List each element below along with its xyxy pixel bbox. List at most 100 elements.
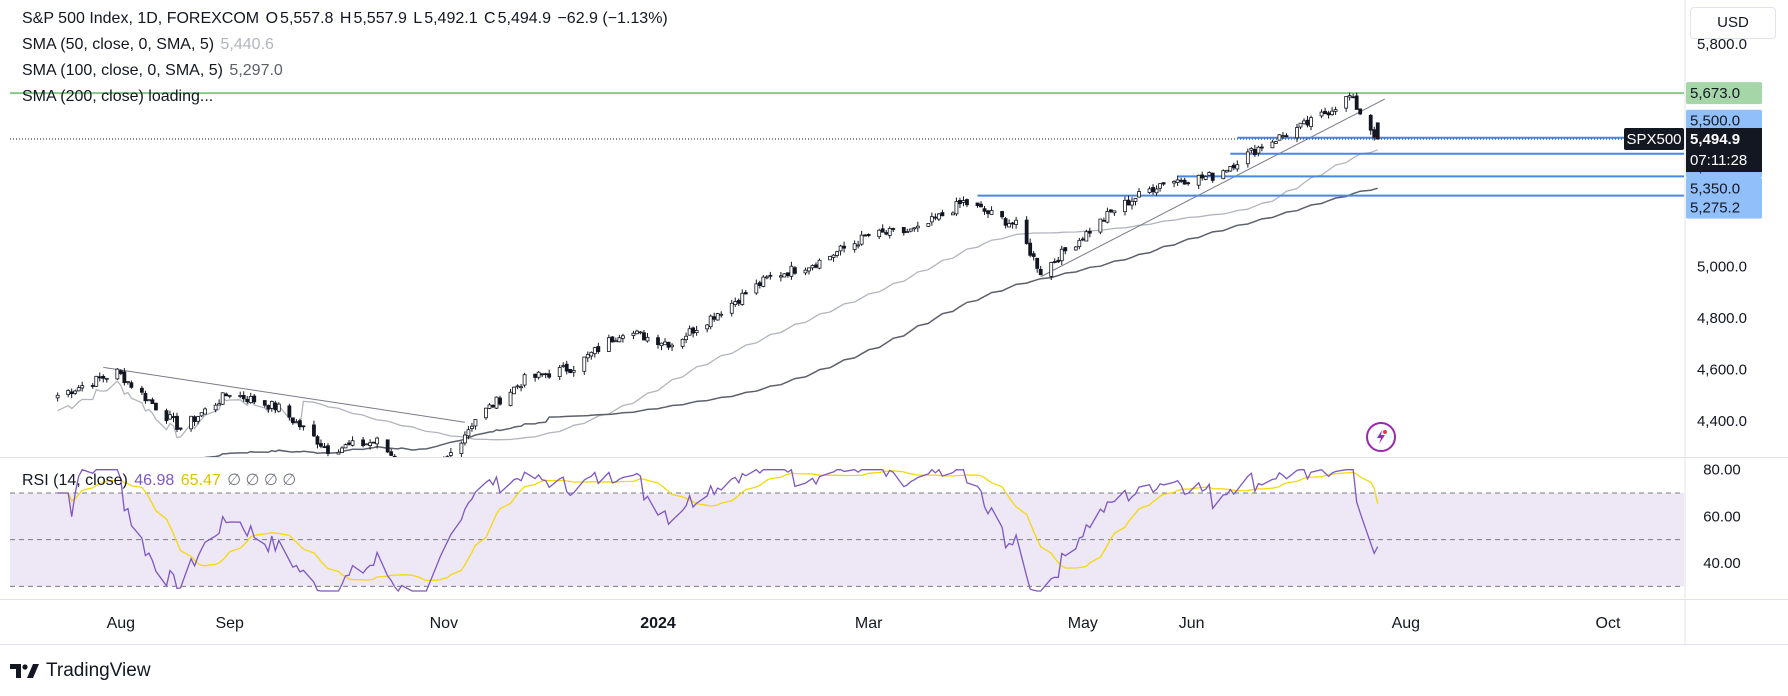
candle[interactable] (1200, 174, 1205, 179)
candle[interactable] (1130, 200, 1134, 206)
candle[interactable] (350, 440, 355, 446)
candle[interactable] (297, 420, 302, 428)
candle[interactable] (859, 234, 864, 245)
candle[interactable] (764, 276, 769, 279)
candle[interactable] (866, 233, 871, 236)
candle[interactable] (782, 273, 787, 278)
candle[interactable] (484, 407, 488, 419)
candle[interactable] (1038, 268, 1043, 276)
candle[interactable] (1175, 179, 1180, 183)
candle[interactable] (1231, 164, 1236, 169)
candle[interactable] (568, 369, 573, 374)
candle[interactable] (73, 390, 78, 394)
candle[interactable] (1186, 182, 1191, 185)
candle[interactable] (252, 395, 257, 403)
candle[interactable] (1154, 188, 1159, 194)
candle[interactable] (1252, 149, 1257, 156)
candle[interactable] (425, 479, 428, 483)
main-series-legend[interactable]: S&P 500 Index, 1D, FOREXCOM O 5,557.8 H 5,… (22, 9, 670, 29)
tradingview-logo[interactable]: TradingView (10, 658, 151, 684)
candle[interactable] (663, 341, 667, 346)
candle[interactable] (793, 267, 797, 274)
candle[interactable] (564, 363, 569, 372)
candle[interactable] (803, 269, 808, 274)
candle[interactable] (831, 254, 836, 258)
price-axis[interactable]: 5,800.0 5,000.0 4,800.0 4,600.0 4,400.0 5,673… (1624, 36, 1762, 430)
candle[interactable] (55, 394, 60, 399)
rsi-pane[interactable] (10, 468, 1684, 593)
candle[interactable] (1326, 112, 1331, 116)
candle[interactable] (656, 337, 660, 346)
candle[interactable] (400, 462, 403, 463)
candle[interactable] (635, 330, 639, 335)
candle[interactable] (411, 463, 414, 479)
candle[interactable] (1077, 239, 1082, 248)
candle[interactable] (1182, 179, 1187, 185)
sma50-legend[interactable]: SMA (50, close, 0, SMA, 5) 5,440.6 (22, 35, 276, 55)
candle[interactable] (241, 394, 246, 400)
candle[interactable] (880, 228, 885, 233)
candle[interactable] (266, 405, 271, 410)
candle[interactable] (1298, 122, 1303, 128)
candle[interactable] (1056, 259, 1061, 263)
candle[interactable] (810, 265, 815, 269)
candle[interactable] (1109, 209, 1113, 213)
candle[interactable] (1059, 248, 1064, 262)
candle[interactable] (491, 404, 495, 408)
candle[interactable] (852, 243, 857, 250)
candle[interactable] (115, 368, 120, 380)
candle[interactable] (533, 373, 538, 378)
candle[interactable] (442, 461, 445, 465)
candle[interactable] (1203, 176, 1208, 180)
candle[interactable] (470, 425, 474, 429)
candle[interactable] (122, 371, 127, 384)
candle[interactable] (69, 391, 74, 395)
candle[interactable] (951, 212, 955, 216)
candle[interactable] (1358, 108, 1363, 115)
candle[interactable] (498, 397, 502, 405)
candle[interactable] (1375, 122, 1380, 140)
candle[interactable] (192, 416, 197, 422)
candle[interactable] (101, 375, 106, 379)
candle[interactable] (684, 335, 688, 341)
candle[interactable] (385, 439, 390, 453)
candle[interactable] (691, 327, 696, 334)
candle[interactable] (940, 212, 945, 217)
candle[interactable] (519, 386, 523, 389)
candle[interactable] (1052, 261, 1057, 263)
candle[interactable] (1249, 148, 1254, 151)
candle[interactable] (638, 331, 643, 334)
sma100-line[interactable] (58, 187, 1378, 468)
candle[interactable] (1137, 191, 1141, 198)
candle[interactable] (715, 313, 720, 321)
candle[interactable] (463, 434, 467, 444)
candle[interactable] (954, 201, 959, 215)
candle[interactable] (557, 367, 562, 378)
candle[interactable] (631, 332, 636, 336)
sma100-name[interactable]: SMA (100, close, 0, SMA, 5) (22, 62, 223, 79)
candle[interactable] (97, 376, 102, 379)
candle[interactable] (606, 337, 611, 352)
candle[interactable] (986, 210, 990, 214)
candle[interactable] (1323, 110, 1327, 115)
candle[interactable] (1172, 180, 1177, 184)
rsi-line[interactable] (57, 468, 1379, 593)
candle[interactable] (1295, 127, 1299, 139)
candle[interactable] (439, 464, 442, 469)
candle[interactable] (543, 373, 548, 376)
candle[interactable] (1105, 211, 1110, 223)
candle[interactable] (397, 461, 400, 465)
candle[interactable] (912, 227, 917, 230)
candle[interactable] (659, 342, 664, 347)
candle[interactable] (908, 228, 913, 232)
sma100-legend[interactable]: SMA (100, close, 0, SMA, 5) 5,297.0 (22, 61, 285, 81)
candle[interactable] (1112, 210, 1117, 214)
candle[interactable] (1277, 134, 1282, 141)
candle[interactable] (1302, 120, 1306, 125)
candle[interactable] (494, 396, 499, 409)
candle[interactable] (1133, 198, 1138, 202)
candle[interactable] (1007, 223, 1012, 228)
candle[interactable] (164, 410, 169, 422)
candle[interactable] (863, 234, 868, 237)
candle[interactable] (743, 292, 748, 295)
